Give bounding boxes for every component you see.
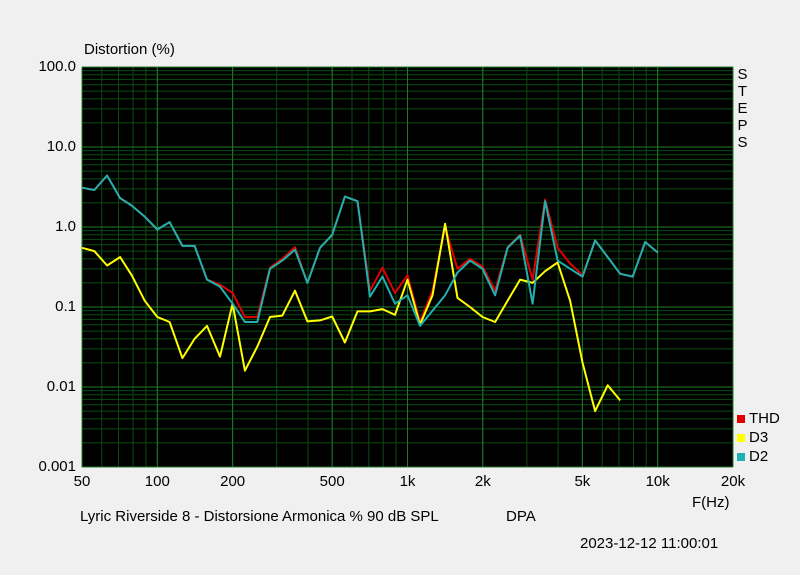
x-tick-label: 500 bbox=[320, 473, 345, 490]
x-tick-label: 50 bbox=[74, 473, 91, 490]
x-tick-label: 100 bbox=[145, 473, 170, 490]
legend-label: THD bbox=[749, 410, 780, 427]
y-tick-label: 0.1 bbox=[55, 298, 76, 315]
legend-swatch bbox=[737, 453, 745, 461]
y-tick-label: 0.01 bbox=[47, 378, 76, 395]
caption: Lyric Riverside 8 - Distorsione Armonica… bbox=[80, 508, 439, 525]
x-tick-label: 200 bbox=[220, 473, 245, 490]
chart-title: Distortion (%) bbox=[84, 41, 175, 58]
caption-tag: DPA bbox=[506, 508, 536, 525]
legend-swatch bbox=[737, 434, 745, 442]
series-line bbox=[81, 174, 659, 327]
y-tick-label: 10.0 bbox=[47, 138, 76, 155]
y-tick-label: 0.001 bbox=[38, 458, 76, 475]
x-tick-label: 10k bbox=[646, 473, 671, 490]
legend-label: D2 bbox=[749, 448, 768, 465]
x-axis-label: F(Hz) bbox=[692, 494, 730, 511]
y-tick-label: 100.0 bbox=[38, 58, 76, 75]
x-tick-label: 20k bbox=[721, 473, 746, 490]
x-tick-label: 2k bbox=[475, 473, 491, 490]
legend-label: D3 bbox=[749, 429, 768, 446]
x-tick-label: 1k bbox=[400, 473, 416, 490]
series-line bbox=[81, 222, 621, 413]
timestamp: 2023-12-12 11:00:01 bbox=[580, 535, 718, 552]
y-tick-label: 1.0 bbox=[55, 218, 76, 235]
side-label: STEPS bbox=[734, 66, 751, 151]
legend-swatch bbox=[737, 415, 745, 423]
x-tick-label: 5k bbox=[574, 473, 590, 490]
